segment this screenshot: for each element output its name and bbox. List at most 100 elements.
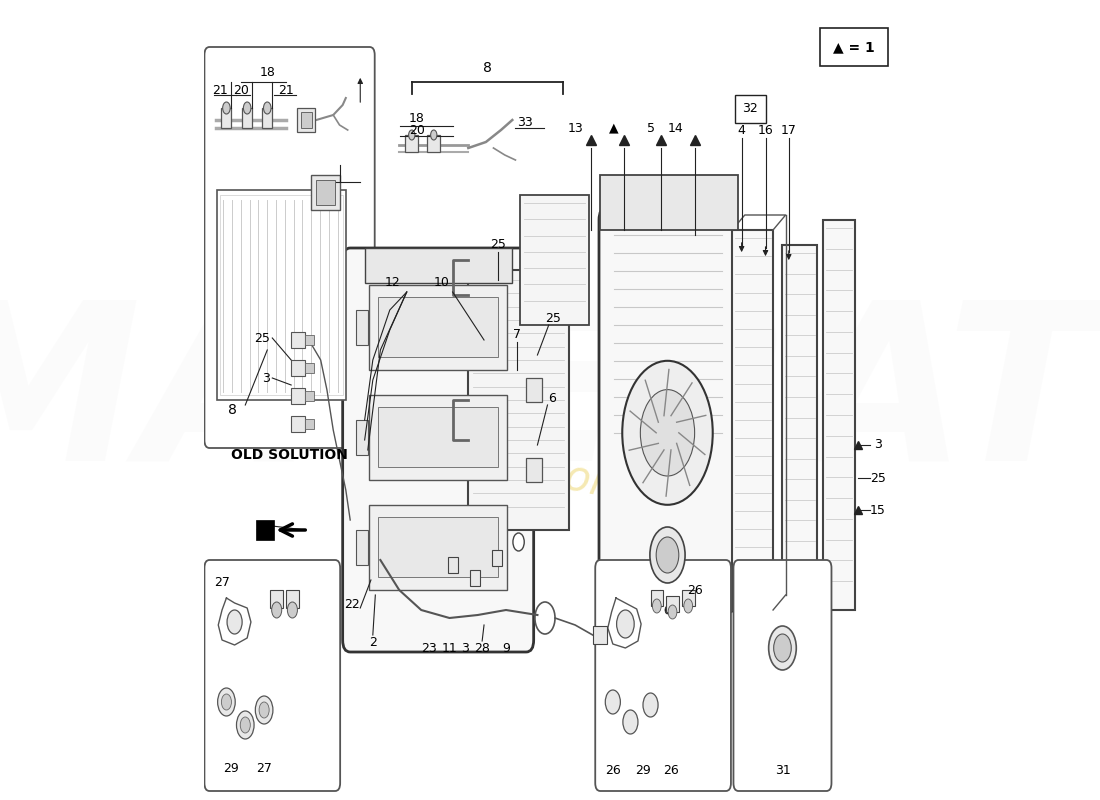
Circle shape xyxy=(769,626,796,670)
Bar xyxy=(365,248,513,283)
Circle shape xyxy=(243,102,251,114)
Text: 3: 3 xyxy=(461,642,469,654)
Bar xyxy=(370,285,507,370)
Text: ▲ = 1: ▲ = 1 xyxy=(833,40,875,54)
Bar xyxy=(292,416,305,432)
Text: 24: 24 xyxy=(255,519,271,533)
Circle shape xyxy=(260,702,270,718)
Text: 33: 33 xyxy=(517,115,532,129)
FancyBboxPatch shape xyxy=(343,248,534,652)
Text: 3: 3 xyxy=(874,438,882,451)
Text: 29: 29 xyxy=(635,763,651,777)
Text: 4: 4 xyxy=(738,123,746,137)
Bar xyxy=(305,419,314,429)
Bar xyxy=(317,180,336,205)
Text: MASERATI: MASERATI xyxy=(0,293,1100,507)
Bar xyxy=(526,378,542,402)
Circle shape xyxy=(666,606,670,614)
Bar xyxy=(821,28,888,66)
Bar xyxy=(370,505,507,590)
Text: 5: 5 xyxy=(647,122,654,134)
Bar xyxy=(356,420,367,455)
Bar xyxy=(601,175,738,230)
Bar xyxy=(262,108,273,128)
Circle shape xyxy=(640,390,694,476)
Text: 16: 16 xyxy=(758,123,773,137)
Bar xyxy=(356,530,367,565)
Circle shape xyxy=(684,599,693,613)
Text: 26: 26 xyxy=(605,763,620,777)
Circle shape xyxy=(240,717,251,733)
Text: 32: 32 xyxy=(742,102,758,115)
Text: 25: 25 xyxy=(254,331,271,345)
Bar xyxy=(470,570,480,586)
Text: 23: 23 xyxy=(421,642,437,654)
Circle shape xyxy=(513,533,525,551)
Bar xyxy=(217,190,345,400)
Text: 14: 14 xyxy=(668,122,683,134)
Bar xyxy=(526,458,542,482)
Bar xyxy=(469,270,569,530)
Circle shape xyxy=(218,688,235,716)
Circle shape xyxy=(617,610,635,638)
Circle shape xyxy=(236,711,254,739)
Circle shape xyxy=(408,130,415,140)
Circle shape xyxy=(605,690,620,714)
Bar xyxy=(733,230,773,610)
Text: 2: 2 xyxy=(368,635,377,649)
Bar xyxy=(428,135,440,152)
Text: 20: 20 xyxy=(409,123,425,137)
Bar xyxy=(292,360,305,376)
Text: 21: 21 xyxy=(278,83,294,97)
Bar xyxy=(292,388,305,404)
Bar xyxy=(220,195,343,395)
Circle shape xyxy=(650,527,685,583)
Text: 25: 25 xyxy=(870,471,886,485)
Bar xyxy=(297,108,315,132)
Bar xyxy=(356,310,367,345)
Circle shape xyxy=(255,696,273,724)
Text: ▲: ▲ xyxy=(609,122,619,134)
Text: 31: 31 xyxy=(774,763,790,777)
Circle shape xyxy=(668,605,676,619)
Text: 3: 3 xyxy=(263,371,271,385)
Circle shape xyxy=(652,599,661,613)
Bar xyxy=(667,596,679,612)
Circle shape xyxy=(657,537,679,573)
Text: 8: 8 xyxy=(483,61,492,75)
Bar xyxy=(650,590,663,606)
Text: 9: 9 xyxy=(502,642,510,654)
Text: 26: 26 xyxy=(686,583,703,597)
FancyBboxPatch shape xyxy=(205,47,375,448)
FancyBboxPatch shape xyxy=(595,560,730,791)
Bar xyxy=(520,195,588,325)
Circle shape xyxy=(264,102,271,114)
Text: 13: 13 xyxy=(568,122,583,134)
Circle shape xyxy=(272,602,282,618)
Text: 6: 6 xyxy=(548,391,556,405)
Bar xyxy=(735,95,766,123)
Bar xyxy=(305,363,314,373)
Text: 28: 28 xyxy=(474,642,491,654)
Text: 12: 12 xyxy=(385,275,400,289)
Bar xyxy=(292,332,305,348)
Bar xyxy=(242,108,252,128)
Text: 8: 8 xyxy=(229,403,238,417)
Text: 7: 7 xyxy=(514,329,521,342)
Bar xyxy=(782,245,817,590)
Circle shape xyxy=(222,102,230,114)
Text: 25: 25 xyxy=(546,311,561,325)
Text: OLD SOLUTION: OLD SOLUTION xyxy=(231,448,348,462)
Bar xyxy=(378,297,498,357)
Text: 11: 11 xyxy=(441,642,458,654)
Bar xyxy=(286,590,299,608)
Circle shape xyxy=(623,361,713,505)
Bar xyxy=(305,391,314,401)
Bar xyxy=(378,407,498,467)
Bar xyxy=(406,135,418,152)
Text: 29: 29 xyxy=(223,762,239,774)
Text: 25: 25 xyxy=(491,238,506,251)
Circle shape xyxy=(623,710,638,734)
Bar xyxy=(682,590,694,606)
Bar xyxy=(221,108,231,128)
